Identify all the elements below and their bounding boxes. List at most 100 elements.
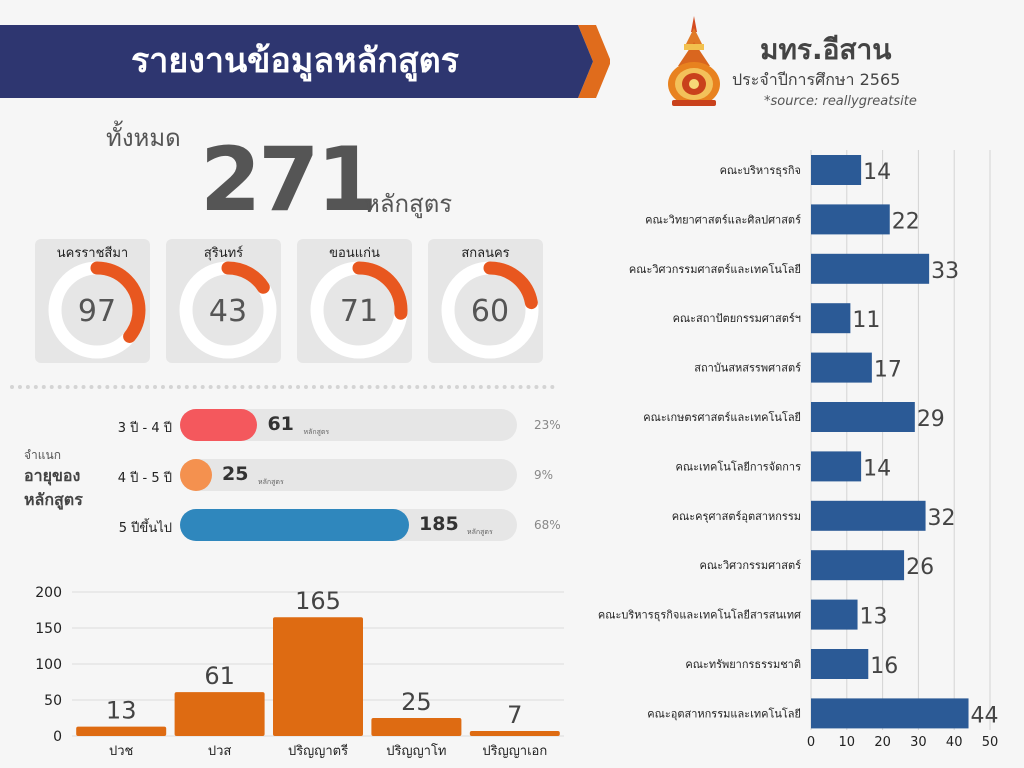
column-bar [76, 726, 167, 736]
faculty-chart: 0 10 20 30 40 50 14 คณะบริหารธุรกิจ 22 คณะวิทยาศา… [598, 150, 999, 750]
x-tick-label: 10 [839, 735, 856, 750]
age-row-unit: หลักสูตร [467, 528, 493, 536]
faculty-category-label: คณะวิทยาศาสตร์และศิลปศาสตร์ [645, 213, 801, 226]
age-row-track [180, 409, 517, 441]
campus-value: 71 [340, 294, 378, 329]
faculty-bar [811, 500, 926, 531]
y-tick-label: 200 [35, 585, 62, 601]
y-tick-label: 100 [35, 657, 62, 673]
faculty-category-label: คณะวิศวกรรมศาสตร์และเทคโนโลยี [629, 262, 801, 276]
total-label: ทั้งหมด [106, 124, 181, 152]
column-bar [371, 718, 462, 736]
campus-name: สุรินทร์ [203, 246, 244, 261]
column-category-label: ปวส [208, 744, 232, 759]
faculty-value-label: 11 [852, 308, 880, 333]
campus-donut: 97 [48, 261, 146, 359]
degree-level-chart: 0 50 100 150 200 13 ปวช 61 ปวส 165 ปริญญาตรี 25 ปริญ… [35, 585, 564, 759]
campus-name: สกลนคร [461, 246, 510, 261]
age-caption-line2: หลักสูตร [24, 490, 83, 509]
university-logo [668, 16, 720, 106]
faculty-value-label: 17 [874, 358, 902, 383]
age-row-label: 5 ปีขึ้นไป [118, 521, 172, 536]
faculty-value-label: 26 [906, 555, 934, 580]
campus-name: นครราชสีมา [56, 246, 129, 261]
y-tick-label: 0 [53, 729, 62, 745]
column-bar [469, 730, 560, 736]
faculty-value-label: 33 [931, 259, 959, 284]
faculty-category-label: คณะอุตสาหกรรมและเทคโนโลยี [647, 706, 801, 720]
column-category-label: ปวช [109, 744, 134, 759]
y-tick-label: 50 [44, 693, 62, 709]
header-banner [0, 25, 610, 98]
x-tick-label: 30 [910, 735, 927, 750]
age-row-percent: 68% [534, 518, 561, 532]
campus-value: 43 [209, 294, 247, 329]
campus-card: นครราชสีมา 97 [35, 239, 150, 363]
page-title: รายงานข้อมูลหลักสูตร [130, 41, 460, 81]
column-bar [174, 692, 265, 736]
faculty-value-label: 29 [917, 407, 945, 432]
section-divider [10, 385, 555, 389]
column-value-label: 165 [295, 587, 341, 615]
faculty-category-label: สถาบันสหสรรพศาสตร์ [694, 362, 801, 375]
age-row-value: 25 [222, 463, 249, 485]
age-caption: จำแนก อายุของ หลักสูตร [24, 446, 83, 512]
faculty-bar [811, 204, 890, 235]
faculty-value-label: 14 [863, 160, 891, 185]
faculty-bar [811, 352, 872, 383]
campus-donut: 43 [179, 261, 277, 359]
campus-value: 60 [471, 294, 509, 329]
faculty-bar [811, 155, 862, 185]
source-note: *source: reallygreatsite [764, 94, 917, 109]
faculty-value-label: 44 [971, 703, 999, 728]
total-unit: หลักสูตร [364, 190, 453, 218]
age-caption-small: จำแนก [24, 448, 61, 462]
faculty-bar [811, 451, 862, 482]
faculty-bar [811, 550, 905, 581]
donut-arc [310, 261, 408, 359]
total-value: 271 [200, 128, 378, 231]
faculty-category-label: คณะบริหารธุรกิจและเทคโนโลยีสารสนเทศ [598, 608, 801, 622]
column-category-label: ปริญญาตรี [288, 743, 348, 759]
faculty-category-label: คณะสถาปัตยกรรมศาสตร์ฯ [673, 312, 801, 325]
faculty-category-label: คณะบริหารธุรกิจ [720, 164, 801, 177]
age-row-value: 61 [267, 413, 294, 435]
faculty-value-label: 14 [863, 456, 891, 481]
age-caption-line1: อายุของ [24, 466, 81, 485]
faculty-category-label: คณะเกษตรศาสตร์และเทคโนโลยี [643, 410, 801, 424]
x-tick-label: 20 [874, 735, 891, 750]
x-tick-label: 0 [807, 735, 815, 750]
faculty-category-label: คณะวิศวกรรมศาสตร์ [700, 559, 802, 572]
faculty-category-label: คณะเทคโนโลยีการจัดการ [676, 459, 802, 473]
age-row-fill [180, 459, 212, 491]
x-tick-label: 40 [946, 735, 963, 750]
age-row-unit: หลักสูตร [303, 428, 330, 436]
faculty-bar [811, 698, 969, 729]
donut-arc [179, 261, 277, 359]
faculty-category-label: คณะครุศาสตร์อุตสาหกรรม [672, 510, 801, 523]
faculty-bar [811, 649, 869, 679]
faculty-value-label: 32 [928, 506, 956, 531]
campus-card: สุรินทร์ 43 [166, 239, 281, 363]
column-value-label: 25 [401, 688, 432, 716]
campus-donut: 60 [441, 261, 539, 359]
campus-value: 97 [78, 294, 116, 329]
faculty-category-label: คณะทรัพยากรธรรมชาติ [685, 658, 801, 671]
age-row-label: 3 ปี - 4 ปี [117, 421, 172, 436]
org-title: มทร.อีสาน [760, 33, 892, 66]
donut-arc [48, 261, 146, 359]
age-row-percent: 23% [534, 418, 561, 432]
age-row-fill [180, 509, 409, 541]
faculty-value-label: 16 [870, 654, 898, 679]
campus-donut: 71 [310, 261, 408, 359]
faculty-value-label: 22 [892, 209, 920, 234]
campus-card: ขอนแก่น 71 [297, 239, 412, 363]
faculty-bar [811, 599, 858, 630]
x-tick-label: 50 [982, 735, 999, 750]
column-value-label: 13 [106, 697, 137, 725]
age-row-track [180, 509, 517, 541]
column-value-label: 61 [204, 662, 235, 690]
column-category-label: ปริญญาเอก [482, 744, 547, 759]
age-row-percent: 9% [534, 468, 554, 482]
age-row-track [180, 459, 517, 491]
